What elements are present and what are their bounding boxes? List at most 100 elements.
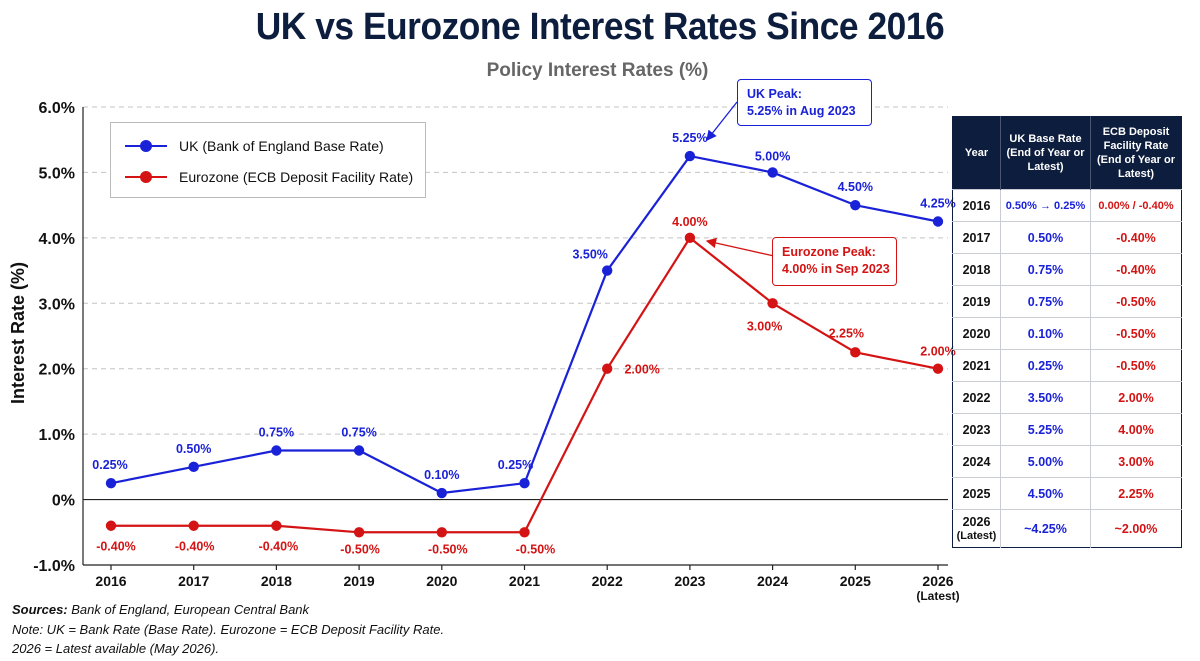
uk-data-point — [684, 150, 696, 162]
table-cell-year: 2019 — [952, 285, 1001, 318]
uk-data-point — [353, 445, 365, 456]
eurozone-peak-callout: Eurozone Peak: 4.00% in Sep 2023 — [772, 237, 897, 286]
x-tick-sublabel: (Latest) — [916, 589, 959, 603]
eurozone-data-point — [767, 298, 778, 309]
uk-data-point — [188, 461, 199, 473]
table-row: 2022 3.50% 2.00% — [952, 381, 1182, 414]
sources-label: Sources: — [12, 602, 68, 617]
table-cell-year: 2021 — [952, 349, 1001, 382]
table-cell-ecb: 2.00% — [1090, 381, 1182, 414]
y-tick-label: 2.0% — [39, 362, 75, 379]
uk-data-point — [850, 199, 861, 211]
eurozone-data-label: -0.40% — [96, 540, 136, 554]
table-cell-uk: 0.50% — [1000, 221, 1091, 254]
uk-data-point — [767, 167, 778, 178]
table-cell-uk: 0.10% — [1000, 317, 1091, 350]
eurozone-peak-callout-line1: Eurozone Peak: — [782, 245, 876, 259]
uk-data-label: 4.25% — [920, 197, 955, 211]
table-cell-year: 2017 — [952, 221, 1001, 254]
table-cell-ecb: -0.50% — [1090, 285, 1182, 318]
y-tick-label: 5.0% — [39, 165, 75, 182]
y-tick-label: 3.0% — [39, 296, 75, 313]
x-tick-label: 2017 — [178, 573, 209, 589]
uk-data-point — [436, 487, 447, 499]
eurozone-data-point — [436, 527, 447, 538]
eurozone-data-label: 4.00% — [672, 215, 707, 229]
eurozone-data-label: 2.00% — [624, 363, 659, 377]
table-cell-ecb: ~2.00% — [1090, 509, 1182, 548]
uk-data-label: 5.25% — [672, 131, 707, 145]
table-cell-year-value: 2026 — [962, 514, 991, 529]
table-header-year: Year — [952, 116, 1001, 190]
eurozone-data-point — [519, 527, 530, 538]
x-tick-label: 2019 — [344, 573, 375, 589]
x-tick-label: 2024 — [757, 573, 788, 589]
eurozone-data-label: -0.50% — [428, 542, 468, 556]
sources-text: Bank of England, European Central Bank — [67, 602, 310, 617]
uk-data-label: 0.10% — [424, 468, 459, 482]
x-tick-label: 2025 — [840, 573, 871, 589]
uk-data-label: 5.00% — [755, 149, 790, 163]
table-cell-ecb: 4.00% — [1090, 413, 1182, 446]
legend-swatch-eurozone — [125, 167, 167, 187]
table-cell-uk: 5.25% — [1000, 413, 1091, 446]
x-tick-label: 2021 — [509, 573, 540, 589]
legend-label-eurozone: Eurozone (ECB Deposit Facility Rate) — [179, 169, 414, 185]
x-tick-label: 2023 — [674, 573, 705, 589]
x-tick-label: 2018 — [261, 573, 292, 589]
x-tick-label: 2022 — [592, 573, 623, 589]
eurozone-data-label: 3.00% — [747, 319, 782, 333]
uk-data-label: 0.25% — [92, 458, 127, 472]
table-cell-ecb: -0.50% — [1090, 349, 1182, 382]
legend-item-uk: UK (Bank of England Base Rate) — [125, 136, 384, 156]
table-cell-uk: 0.75% — [1000, 253, 1091, 286]
chart-title: UK vs Eurozone Interest Rates Since 2016 — [255, 6, 945, 48]
eurozone-data-label: 2.00% — [920, 345, 955, 359]
uk-data-point — [932, 216, 944, 227]
uk-peak-callout-line2: 5.25% in Aug 2023 — [747, 104, 856, 118]
table-cell-uk: 3.50% — [1000, 381, 1091, 414]
eurozone-data-point — [684, 232, 696, 244]
uk-data-label: 0.25% — [498, 458, 533, 472]
y-axis-label: Interest Rate (%) — [8, 262, 28, 404]
table-row: 2019 0.75% -0.50% — [952, 285, 1182, 318]
uk-data-point — [519, 478, 530, 489]
eurozone-peak-callout-line2: 4.00% in Sep 2023 — [782, 262, 890, 276]
table-cell-year: 2016 — [952, 189, 1001, 222]
eurozone-data-label: 2.25% — [829, 326, 864, 340]
table-cell-year: 2020 — [952, 317, 1001, 350]
legend-swatch-uk — [125, 136, 167, 156]
table-row: 2025 4.50% 2.25% — [952, 477, 1182, 510]
note-line-1: Note: UK = Bank Rate (Base Rate). Eurozo… — [12, 621, 445, 637]
uk-data-point — [105, 478, 117, 489]
table-row: 2021 0.25% -0.50% — [952, 349, 1182, 382]
uk-data-label: 3.50% — [572, 248, 607, 262]
y-tick-label: 6.0% — [39, 100, 75, 117]
table-cell-ecb: 0.00% / -0.40% — [1090, 189, 1182, 222]
eurozone-data-point — [105, 520, 117, 531]
table-row: 2024 5.00% 3.00% — [952, 445, 1182, 478]
table-row: 2023 5.25% 4.00% — [952, 413, 1182, 446]
eurozone-data-point — [188, 520, 199, 531]
table-cell-year: 2026 (Latest) — [952, 509, 1001, 548]
table-cell-uk: ~4.25% — [1000, 509, 1091, 548]
table-row: 2026 (Latest) ~4.25% ~2.00% — [952, 509, 1182, 548]
uk-peak-callout-line1: UK Peak: — [747, 87, 802, 101]
uk-data-point — [271, 445, 282, 456]
uk-data-label: 0.75% — [341, 426, 376, 440]
table-cell-uk: 0.50% → 0.25% — [1000, 189, 1091, 222]
table-cell-uk: 5.00% — [1000, 445, 1091, 478]
table-row: 2018 0.75% -0.40% — [952, 253, 1182, 286]
table-header-row: Year UK Base Rate (End of Year or Latest… — [952, 116, 1182, 190]
table-cell-uk: 4.50% — [1000, 477, 1091, 510]
table-header-uk: UK Base Rate (End of Year or Latest) — [1000, 116, 1091, 190]
uk-data-label: 0.50% — [176, 442, 211, 456]
x-tick-label: 2026 — [922, 573, 953, 589]
eurozone-data-point — [271, 520, 282, 531]
rates-table: Year UK Base Rate (End of Year or Latest… — [952, 116, 1182, 548]
table-cell-ecb: 2.25% — [1090, 477, 1182, 510]
x-tick-label: 2020 — [426, 573, 457, 589]
table-cell-year: 2023 — [952, 413, 1001, 446]
uk-series-line — [110, 154, 939, 495]
